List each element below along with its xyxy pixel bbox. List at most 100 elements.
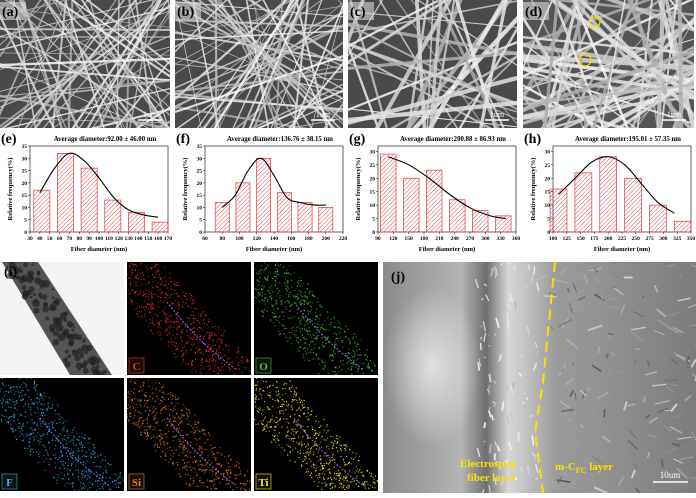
- signal-dot: [315, 319, 316, 320]
- signal-dot: [44, 396, 45, 397]
- signal-dot: [27, 448, 28, 449]
- texture: [527, 397, 528, 400]
- signal-dot: [357, 468, 358, 469]
- y-tick-label: 15: [22, 193, 28, 199]
- signal-dot: [279, 334, 280, 335]
- signal-dot: [191, 425, 192, 426]
- signal-dot: [381, 483, 382, 484]
- signal-dot: [319, 324, 320, 325]
- signal-dot: [306, 288, 307, 289]
- signal-dot: [175, 338, 176, 339]
- signal-dot: [194, 469, 195, 470]
- signal-dot: [260, 393, 261, 394]
- texture: [635, 360, 636, 364]
- particle: [49, 304, 56, 311]
- signal-dot: [57, 436, 58, 437]
- signal-dot: [15, 401, 16, 402]
- signal-dot: [345, 477, 346, 478]
- signal-dot: [369, 368, 370, 369]
- signal-dot: [328, 469, 329, 470]
- signal-dot: [179, 428, 180, 429]
- signal-dot: [141, 425, 142, 426]
- signal-dot: [326, 337, 327, 338]
- signal-dot: [73, 439, 74, 440]
- signal-dot: [186, 483, 187, 484]
- texture: [690, 478, 696, 479]
- signal-dot: [129, 416, 130, 417]
- signal-dot: [305, 458, 306, 459]
- signal-dot: [232, 489, 233, 490]
- signal-dot: [308, 313, 309, 314]
- signal-dot: [105, 460, 106, 461]
- signal-dot: [138, 412, 139, 413]
- x-tick-label: 90: [375, 236, 381, 242]
- signal-dot: [166, 437, 167, 438]
- bar: [625, 178, 642, 232]
- signal-dot: [147, 269, 148, 270]
- signal-dot: [272, 306, 273, 307]
- signal-dot: [219, 349, 220, 350]
- signal-dot: [191, 323, 192, 324]
- signal-dot: [247, 480, 248, 481]
- signal-dot: [68, 459, 69, 460]
- signal-dot: [180, 476, 181, 477]
- signal-dot: [151, 268, 152, 269]
- signal-dot: [220, 370, 221, 371]
- signal-dot: [72, 473, 73, 474]
- signal-dot: [303, 348, 304, 349]
- signal-dot: [188, 337, 189, 338]
- signal-dot: [297, 282, 298, 283]
- signal-dot: [118, 487, 119, 488]
- signal-dot: [212, 357, 213, 358]
- signal-dot: [368, 366, 369, 367]
- signal-dot: [173, 327, 174, 328]
- signal-dot: [236, 357, 237, 358]
- signal-dot: [167, 318, 168, 319]
- signal-dot: [214, 334, 215, 335]
- signal-dot: [200, 368, 201, 369]
- signal-dot: [37, 423, 38, 424]
- signal-dot: [275, 271, 276, 272]
- signal-dot: [90, 473, 91, 474]
- signal-dot: [36, 436, 37, 437]
- signal-dot: [11, 416, 12, 417]
- signal-dot: [368, 488, 369, 489]
- signal-dot: [284, 273, 285, 274]
- signal-dot: [252, 377, 253, 378]
- signal-dot: [9, 416, 10, 417]
- particle: [17, 256, 23, 262]
- x-tick-label: 325: [673, 236, 682, 242]
- signal-dot: [241, 360, 242, 361]
- particle: [55, 298, 60, 303]
- signal-dot: [174, 322, 175, 323]
- particle: [42, 306, 49, 313]
- signal-dot: [325, 482, 326, 483]
- signal-dot: [307, 443, 308, 444]
- signal-dot: [139, 427, 140, 428]
- signal-dot: [353, 459, 354, 460]
- signal-dot: [300, 402, 301, 403]
- signal-dot: [207, 455, 208, 456]
- signal-dot: [167, 321, 168, 322]
- scale-label: 1um: [490, 110, 505, 119]
- texture: [504, 262, 505, 264]
- signal-dot: [188, 318, 189, 319]
- signal-dot: [353, 360, 354, 361]
- signal-dot: [203, 433, 204, 434]
- signal-dot: [86, 469, 87, 470]
- signal-dot: [121, 478, 122, 479]
- signal-dot: [302, 405, 303, 406]
- x-axis-label: Fiber diameter (nm): [419, 246, 475, 253]
- signal-dot: [155, 415, 156, 416]
- signal-dot: [312, 359, 313, 360]
- signal-dot: [307, 463, 308, 464]
- signal-dot: [296, 442, 297, 443]
- signal-dot: [145, 403, 146, 404]
- signal-dot: [158, 436, 159, 437]
- signal-dot: [265, 268, 266, 269]
- signal-dot: [43, 393, 44, 394]
- particle: [83, 360, 88, 365]
- signal-dot: [114, 480, 115, 481]
- signal-dot: [114, 261, 115, 262]
- signal-dot: [292, 399, 293, 400]
